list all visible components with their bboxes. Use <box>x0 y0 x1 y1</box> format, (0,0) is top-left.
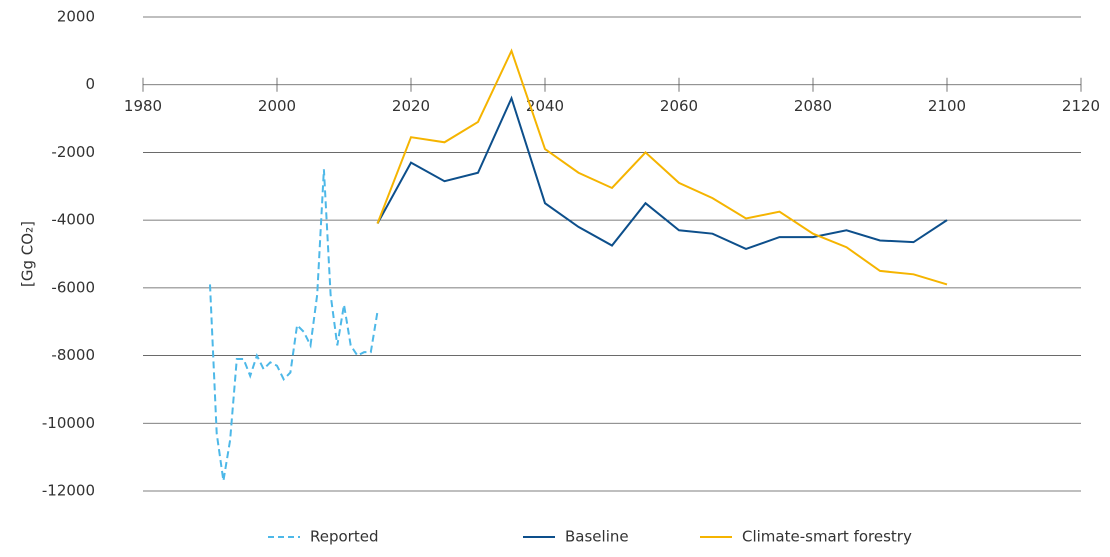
y-tick-label: 2000 <box>57 8 95 26</box>
x-tick-label: 1980 <box>124 97 162 115</box>
x-tick-label: 2060 <box>660 97 698 115</box>
x-tick-label: 2000 <box>258 97 296 115</box>
y-tick-label: -4000 <box>51 211 95 229</box>
x-tick-label: 2020 <box>392 97 430 115</box>
y-tick-label: -10000 <box>42 414 95 432</box>
y-tick-label: -6000 <box>51 278 95 296</box>
x-tick-label: 2080 <box>794 97 832 115</box>
y-tick-label: 0 <box>85 75 95 93</box>
y-tick-label: -2000 <box>51 143 95 161</box>
line <box>376 48 948 286</box>
x-tick-label: 2040 <box>526 97 564 115</box>
y-tick-label: -12000 <box>42 482 95 500</box>
y-axis-label: [Gg CO₂] <box>19 221 37 287</box>
y-tick-label: -8000 <box>51 346 95 364</box>
line <box>376 95 948 250</box>
legend-label: Baseline <box>565 528 629 546</box>
x-tick-label: 2100 <box>928 97 966 115</box>
legend-label: Climate-smart forestry <box>742 528 912 546</box>
x-tick-label: 2120 <box>1062 97 1100 115</box>
legend-label: Reported <box>310 528 378 546</box>
line <box>209 169 379 482</box>
